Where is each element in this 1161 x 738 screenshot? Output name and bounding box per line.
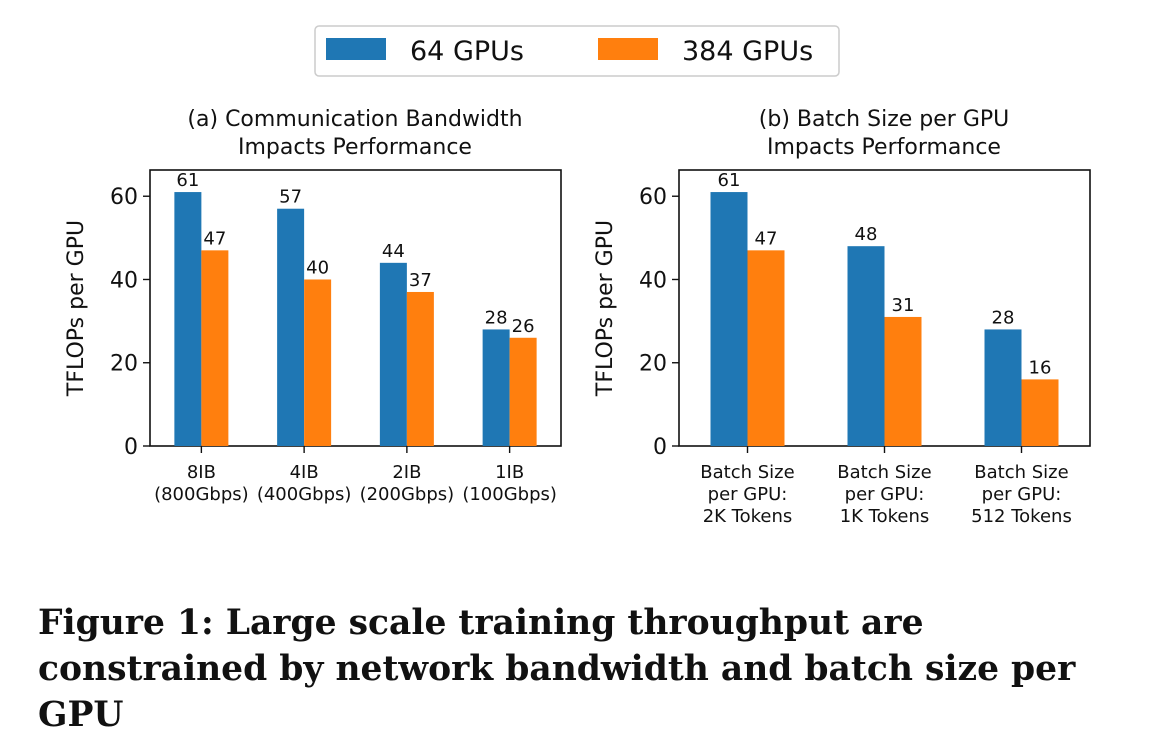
chart-a-bar — [482, 329, 510, 446]
chart-b-bar — [984, 329, 1022, 446]
chart-a-axes-frame — [149, 169, 562, 447]
chart-batch-size: (b) Batch Size per GPU Impacts Performan… — [593, 107, 1091, 527]
chart-a-plot: 0 20 40 60 61 47 8IB(800Gbps) 57 40 4IB(400Gbps) 4… — [110, 169, 562, 505]
chart-b-title-line-1: (b) Batch Size per GPU — [759, 107, 1009, 132]
chart-b-x-tick-label: Batch Size — [837, 462, 931, 483]
chart-a-x-tick-label: 8IB — [187, 462, 216, 483]
chart-a-x-tick-label: (800Gbps) — [154, 484, 249, 505]
figure: 64 GPUs 384 GPUs (a) Communication Bandw… — [64, 25, 1091, 527]
legend-swatch-64-gpus — [326, 38, 386, 60]
figure-caption: Figure 1: Large scale training throughpu… — [38, 603, 1076, 735]
chart-a-x-tick-label: 4IB — [290, 462, 319, 483]
chart-a-bar — [201, 250, 229, 446]
chart-b-y-axis-label: TFLOPs per GPU — [593, 220, 618, 397]
chart-b-bar — [884, 316, 922, 446]
chart-a-y-tick-label: 40 — [110, 268, 138, 293]
chart-a-bar — [379, 262, 407, 446]
chart-a-y-tick-label: 20 — [110, 352, 138, 377]
chart-b-x-tick-label: per GPU: — [982, 484, 1062, 505]
chart-b-y-tick-label: 40 — [639, 268, 667, 293]
legend-swatch-384-gpus — [598, 38, 658, 60]
chart-a-bar — [277, 208, 305, 446]
chart-b-data-label: 31 — [892, 295, 915, 316]
chart-b-x-tick-label: per GPU: — [845, 484, 925, 505]
chart-b-y-tick-label: 60 — [639, 185, 667, 210]
chart-a-bar — [304, 279, 332, 446]
chart-a-bar — [509, 337, 537, 446]
chart-communication-bandwidth: (a) Communication Bandwidth Impacts Perf… — [64, 107, 562, 505]
chart-b-bar — [747, 250, 785, 446]
chart-a-data-label: 40 — [306, 257, 329, 278]
chart-b-bar — [847, 246, 885, 446]
chart-a-data-label: 28 — [485, 307, 508, 328]
chart-a-data-label: 44 — [382, 241, 405, 262]
chart-a-bar — [406, 291, 434, 446]
chart-a-x-tick-label: (200Gbps) — [360, 484, 455, 505]
chart-b-x-tick-label: Batch Size — [700, 462, 794, 483]
chart-b-bar — [710, 192, 748, 446]
chart-b-x-tick-label: 2K Tokens — [703, 506, 793, 527]
chart-a-x-tick-label: 1IB — [495, 462, 524, 483]
chart-b-y-tick-label: 20 — [639, 352, 667, 377]
chart-a-data-label: 26 — [512, 316, 535, 337]
chart-b-data-label: 16 — [1029, 357, 1052, 378]
chart-b-data-label: 61 — [718, 170, 741, 191]
chart-a-data-label: 37 — [409, 270, 432, 291]
chart-b-data-label: 28 — [992, 307, 1015, 328]
chart-a-x-tick-label: (400Gbps) — [257, 484, 352, 505]
chart-a-data-label: 61 — [176, 170, 199, 191]
chart-b-y-tick-label: 0 — [653, 435, 667, 460]
chart-b-x-tick-label: 512 Tokens — [971, 506, 1072, 527]
chart-b-x-tick-label: 1K Tokens — [840, 506, 930, 527]
chart-a-title-line-1: (a) Communication Bandwidth — [187, 107, 522, 132]
chart-a-y-tick-label: 0 — [124, 435, 138, 460]
chart-a-y-tick-label: 60 — [110, 185, 138, 210]
chart-a-x-tick-label: (100Gbps) — [462, 484, 557, 505]
legend: 64 GPUs 384 GPUs — [314, 25, 840, 77]
chart-b-title-line-2: Impacts Performance — [767, 135, 1001, 160]
legend-label-384-gpus: 384 GPUs — [682, 36, 813, 67]
chart-b-data-label: 48 — [855, 224, 878, 245]
chart-a-bar — [174, 192, 202, 446]
chart-b-data-label: 47 — [755, 228, 778, 249]
chart-a-title-line-2: Impacts Performance — [238, 135, 472, 160]
chart-b-x-tick-label: per GPU: — [708, 484, 788, 505]
chart-a-data-label: 47 — [203, 228, 226, 249]
chart-a-x-tick-label: 2IB — [392, 462, 421, 483]
chart-a-data-label: 57 — [279, 187, 302, 208]
chart-a-y-axis-label: TFLOPs per GPU — [64, 220, 89, 397]
legend-label-64-gpus: 64 GPUs — [410, 36, 524, 67]
chart-b-x-tick-label: Batch Size — [974, 462, 1068, 483]
legend-box — [314, 25, 840, 77]
chart-b-bar — [1021, 379, 1059, 446]
